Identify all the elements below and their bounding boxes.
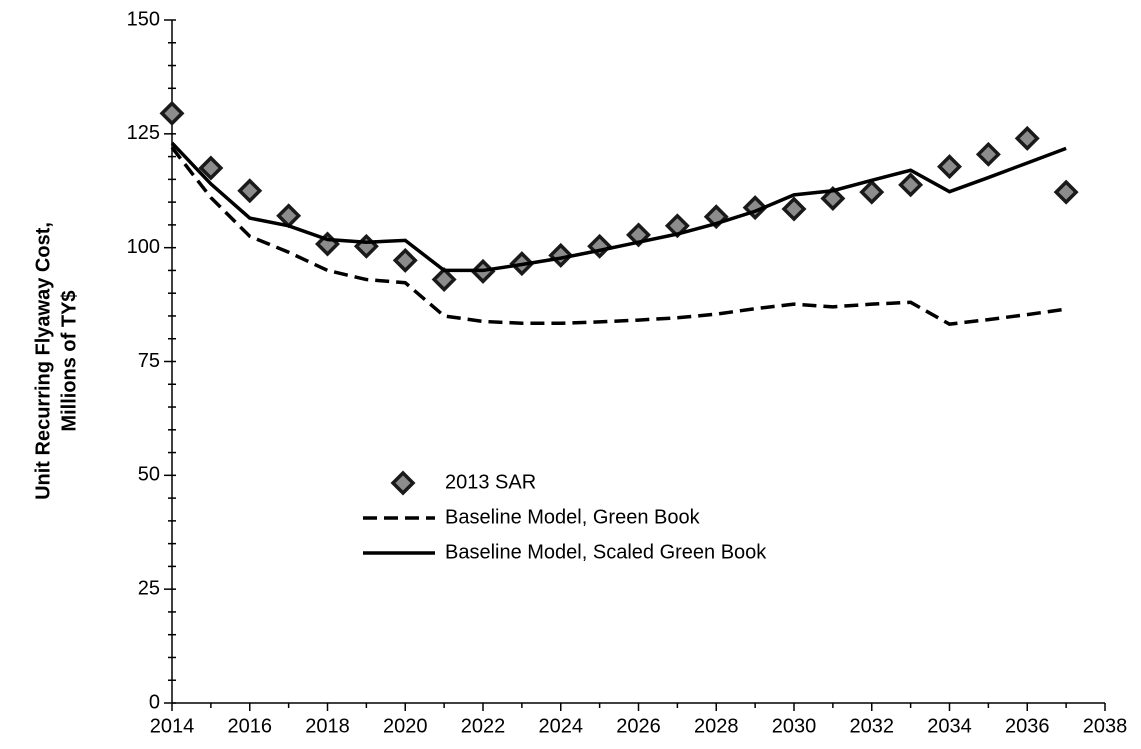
y-tick-label: 50: [138, 464, 160, 486]
x-tick-label: 2016: [228, 715, 273, 737]
marker: [937, 154, 962, 180]
y-tick-label: 150: [127, 8, 160, 30]
marker: [975, 141, 1001, 167]
y-axis-label: Millions of TY$: [58, 290, 80, 431]
marker: [820, 186, 846, 211]
marker: [353, 233, 379, 259]
y-axis-label: Unit Recurring Flyaway Cost,: [32, 222, 54, 500]
marker: [587, 233, 613, 259]
marker: [859, 179, 885, 205]
marker: [392, 247, 418, 273]
y-tick-label: 0: [149, 691, 160, 713]
x-tick-label: 2036: [1005, 715, 1050, 737]
line-series: [170, 146, 1067, 326]
y-tick-label: 25: [138, 577, 160, 599]
marker: [237, 178, 263, 204]
legend-label: 2013 SAR: [445, 471, 536, 493]
marker: [1053, 179, 1079, 205]
x-tick-label: 2028: [694, 715, 739, 737]
x-tick-label: 2014: [150, 715, 195, 737]
legend-label: Baseline Model, Green Book: [445, 506, 701, 528]
x-tick-label: 2018: [305, 715, 350, 737]
x-tick-label: 2024: [539, 715, 584, 737]
marker: [431, 267, 457, 293]
x-tick-label: 2026: [616, 715, 661, 737]
legend-marker: [390, 470, 416, 496]
legend-label: Baseline Model, Scaled Green Book: [445, 541, 767, 563]
marker: [198, 155, 224, 181]
y-tick-label: 125: [127, 122, 160, 144]
y-tick-label: 100: [127, 236, 160, 258]
marker: [664, 213, 690, 239]
x-tick-label: 2030: [772, 715, 817, 737]
marker: [898, 172, 924, 198]
marker: [159, 100, 185, 126]
x-tick-label: 2038: [1083, 715, 1128, 737]
marker: [781, 196, 807, 222]
x-tick-label: 2020: [383, 715, 428, 737]
x-tick-label: 2032: [850, 715, 895, 737]
marker: [1014, 125, 1040, 151]
x-tick-label: 2034: [927, 715, 972, 737]
line-series: [170, 141, 1067, 273]
x-tick-label: 2022: [461, 715, 506, 737]
y-tick-label: 75: [138, 350, 160, 372]
